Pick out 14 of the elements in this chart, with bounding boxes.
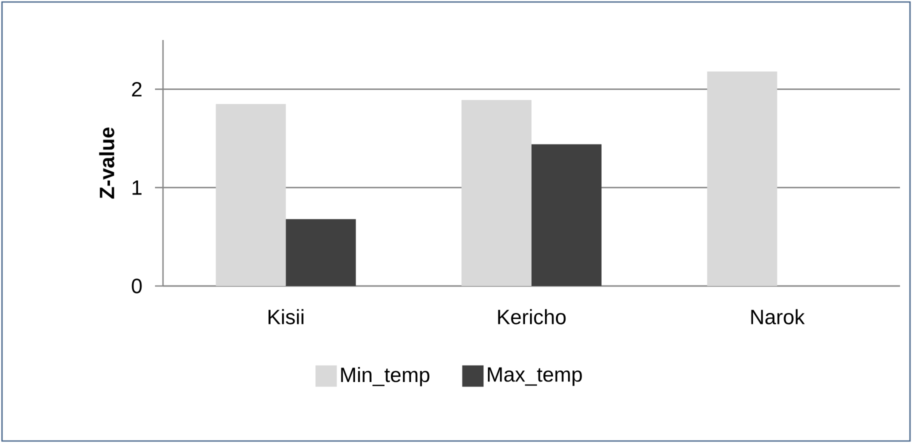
x-tick-label: Narok xyxy=(751,309,805,324)
legend-label: Max_temp xyxy=(488,367,582,386)
bar xyxy=(707,71,778,286)
bar xyxy=(216,104,286,286)
y-tick-label: 1 xyxy=(132,180,142,195)
legend-label: Min_temp xyxy=(341,367,430,386)
y-tick-label: 0 xyxy=(132,278,142,294)
bar xyxy=(461,100,532,286)
x-tick-label: Kericho xyxy=(498,309,566,324)
bar xyxy=(286,219,356,286)
bar xyxy=(532,144,602,286)
x-tick-label: Kisii xyxy=(268,309,304,324)
y-axis-title: Z-value xyxy=(99,128,114,199)
y-tick-label: 2 xyxy=(132,82,142,96)
